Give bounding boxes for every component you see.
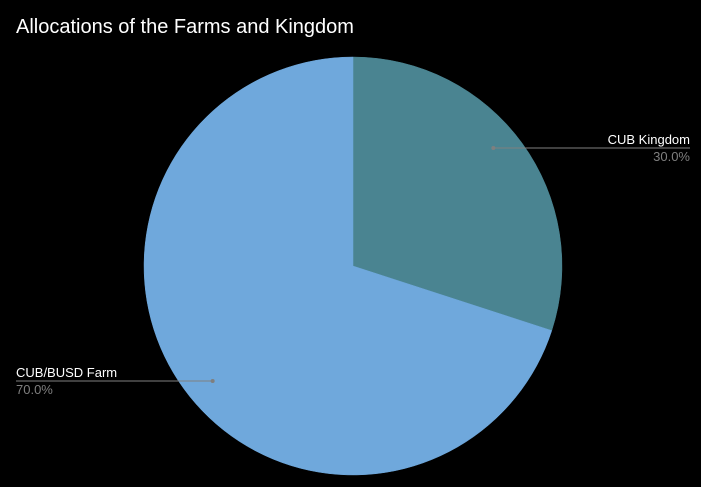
slice-percent-label: 30.0% [653, 149, 690, 164]
pie-slice-cub-kingdom [352, 56, 563, 331]
slice-label: CUB/BUSD Farm [16, 365, 117, 380]
pie-labels: CUB Kingdom 30.0% CUB/BUSD Farm 70.0% [16, 132, 690, 397]
slice-label: CUB Kingdom [608, 132, 690, 147]
slice-percent-label: 70.0% [16, 382, 53, 397]
chart-title: Allocations of the Farms and Kingdom [16, 16, 354, 38]
pie-slice-cub-busd-farm [143, 56, 553, 476]
pie-slices [143, 56, 563, 476]
